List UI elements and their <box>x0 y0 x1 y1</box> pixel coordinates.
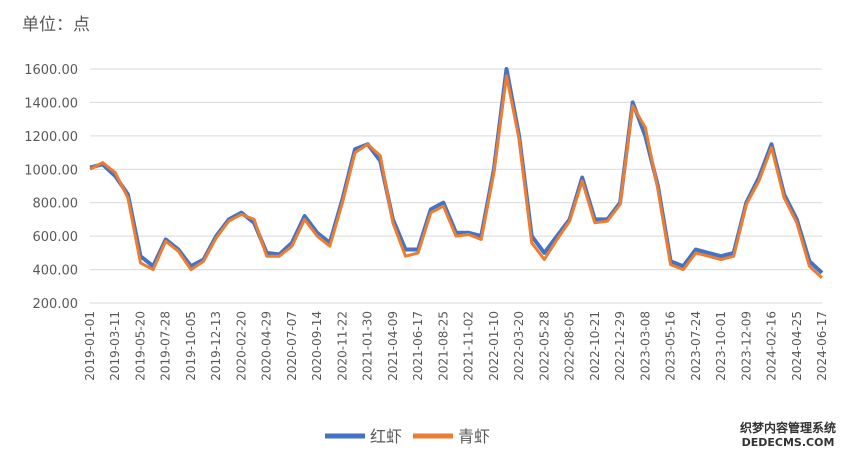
x-tick-label: 2021-04-09 <box>386 311 400 381</box>
x-tick-label: 2024-04-25 <box>790 311 804 381</box>
y-tick-label: 1000.00 <box>24 163 78 178</box>
x-tick-label: 2019-07-28 <box>159 311 173 381</box>
x-tick-label: 2020-11-22 <box>335 311 349 381</box>
x-tick-label: 2023-07-24 <box>689 311 703 381</box>
series-line <box>89 67 824 275</box>
legend-label: 青虾 <box>458 427 490 446</box>
x-tick-label: 2024-02-16 <box>765 311 779 381</box>
x-tick-label: 2019-12-13 <box>209 311 223 381</box>
x-tick-label: 2022-05-28 <box>537 311 551 381</box>
x-tick-label: 2019-10-05 <box>184 311 198 381</box>
x-tick-label: 2021-11-02 <box>462 311 476 381</box>
x-tick-label: 2020-07-07 <box>285 311 299 381</box>
x-tick-label: 2019-01-01 <box>83 311 97 381</box>
x-tick-label: 2021-01-30 <box>361 311 375 381</box>
x-tick-label: 2023-03-08 <box>638 311 652 381</box>
x-tick-label: 2019-05-20 <box>133 311 147 381</box>
x-tick-label: 2020-02-20 <box>234 311 248 381</box>
x-tick-label: 2020-04-29 <box>260 311 274 381</box>
y-unit-label: 单位：点 <box>22 15 90 35</box>
x-tick-label: 2022-10-21 <box>588 311 602 381</box>
y-tick-label: 600.00 <box>33 230 79 245</box>
y-tick-label: 1600.00 <box>24 63 78 78</box>
y-tick-label: 400.00 <box>33 264 79 279</box>
x-tick-label: 2022-12-29 <box>613 311 627 381</box>
legend-label: 红虾 <box>370 427 402 446</box>
y-tick-label: 1200.00 <box>24 130 78 145</box>
y-tick-label: 1400.00 <box>24 96 78 111</box>
watermark: 织梦内容管理系统 <box>740 420 836 435</box>
y-tick-label: 200.00 <box>33 297 79 312</box>
x-tick-label: 2024-06-17 <box>815 311 829 381</box>
watermark: DEDECMS.COM <box>742 436 835 449</box>
x-tick-label: 2022-08-05 <box>563 311 577 381</box>
x-tick-label: 2022-01-10 <box>487 311 501 381</box>
x-tick-label: 2021-08-25 <box>436 311 450 381</box>
y-tick-label: 800.00 <box>33 197 79 212</box>
x-tick-label: 2023-12-09 <box>739 311 753 381</box>
x-tick-label: 2022-03-20 <box>512 311 526 381</box>
x-tick-label: 2023-05-16 <box>664 311 678 381</box>
x-tick-label: 2019-03-11 <box>108 311 122 381</box>
x-tick-label: 2023-10-01 <box>714 311 728 381</box>
series-line <box>89 74 824 279</box>
x-tick-label: 2020-09-14 <box>310 311 324 381</box>
x-tick-label: 2021-06-17 <box>411 311 425 381</box>
